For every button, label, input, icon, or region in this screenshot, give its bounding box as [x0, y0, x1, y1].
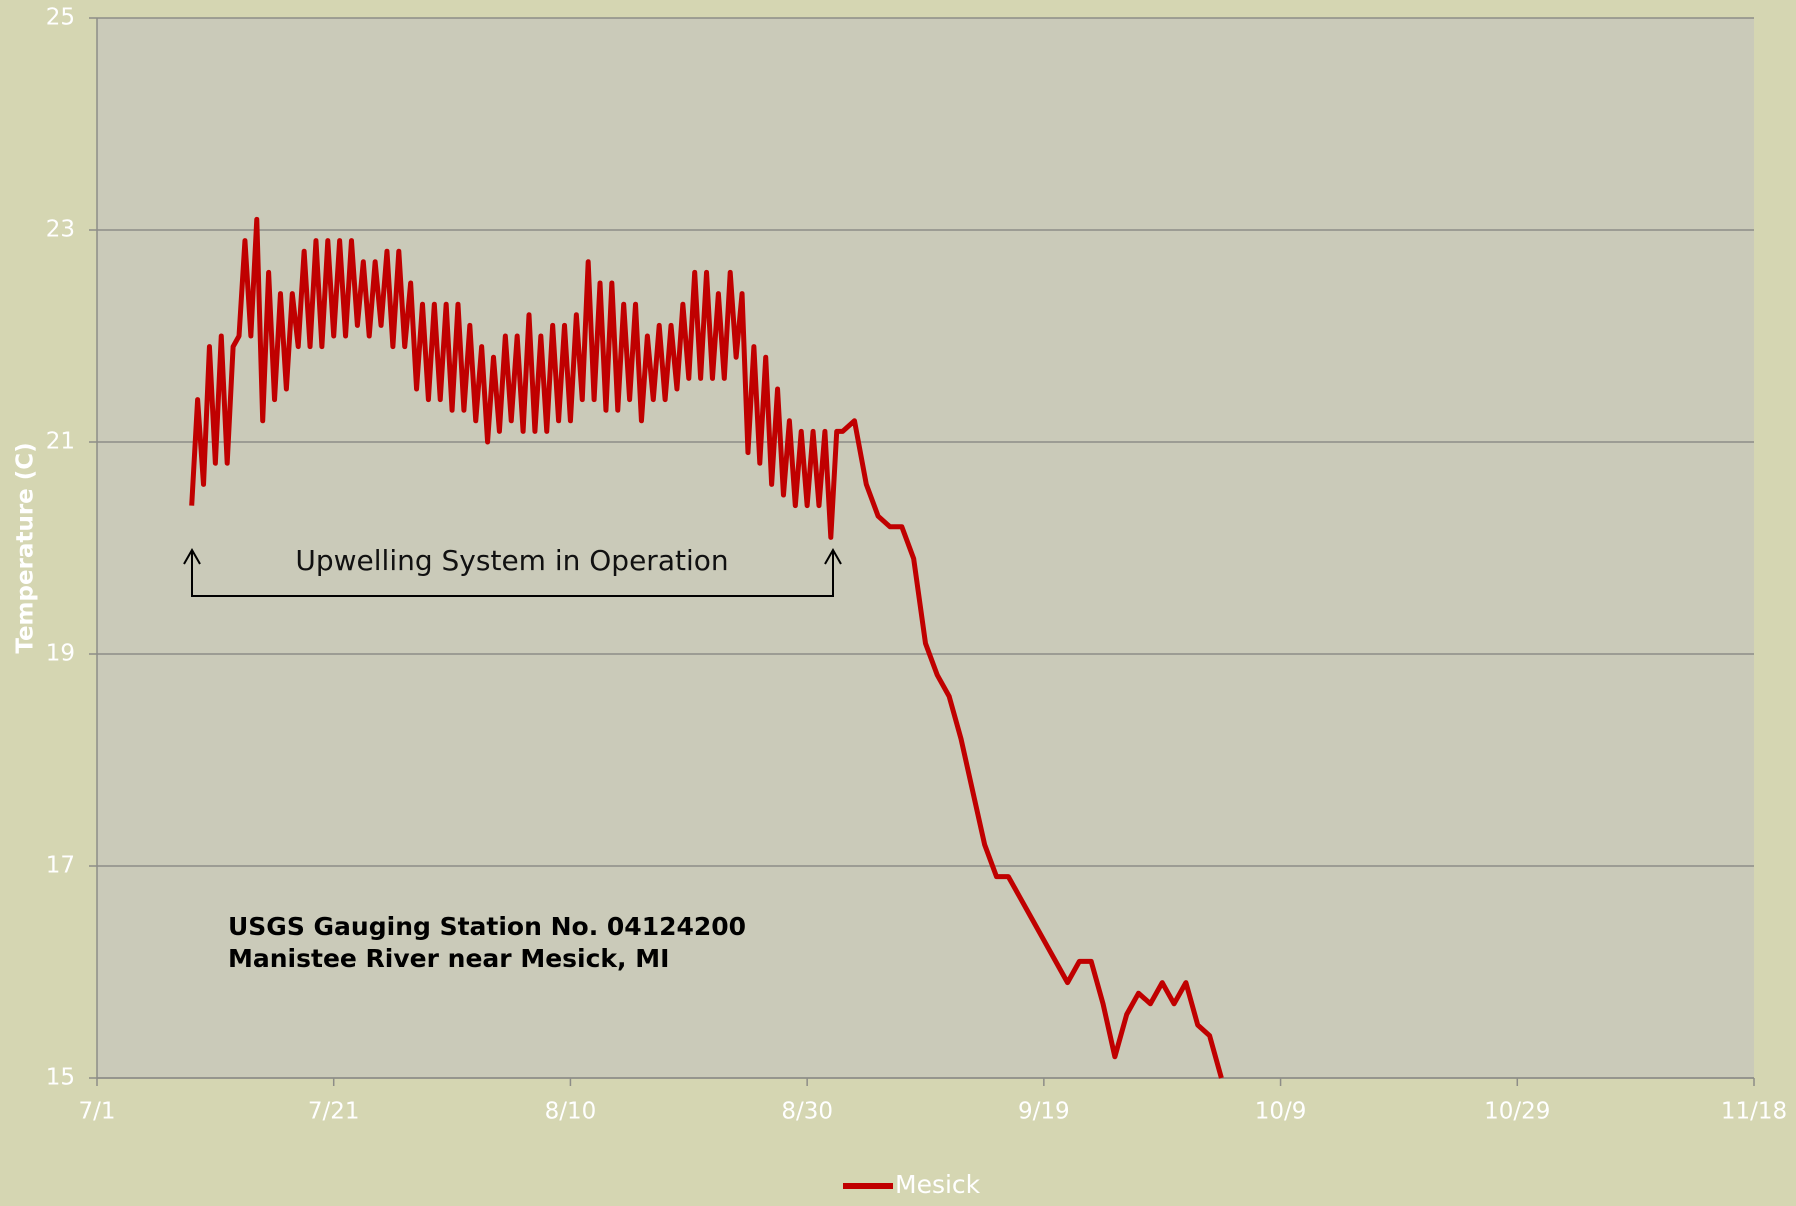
x-tick-label: 9/19	[1018, 1099, 1070, 1125]
x-tick-label: 7/1	[78, 1099, 115, 1125]
y-tick-label: 23	[46, 217, 75, 243]
data-line	[189, 216, 1224, 1079]
y-tick-label: 15	[46, 1065, 75, 1091]
annotation-text: Upwelling System in Operation	[295, 544, 728, 577]
y-tick-label: 17	[46, 853, 75, 879]
y-axis-label: Temperature (C)	[13, 442, 39, 653]
x-tick-label: 7/21	[308, 1099, 360, 1125]
y-tick-label: 21	[46, 429, 75, 455]
legend-label: Mesick	[895, 1170, 981, 1199]
annotation-text: Manistee River near Mesick, MI	[228, 944, 669, 973]
x-tick-label: 11/18	[1721, 1099, 1787, 1125]
x-tick-label: 10/29	[1484, 1099, 1550, 1125]
x-tick-label: 10/9	[1255, 1099, 1307, 1125]
x-tick-label: 8/30	[781, 1099, 833, 1125]
plot-area	[97, 18, 1754, 1078]
y-tick-label: 25	[46, 5, 75, 31]
grid: 15 17 19 21 23 25 7/1 7/21 8/10 8/30 9/19 10/9 10/29…	[46, 5, 1787, 1125]
annotation-bracket	[183, 547, 842, 597]
y-tick-label: 19	[46, 641, 75, 667]
x-tick-label: 8/10	[545, 1099, 597, 1125]
annotation-text: USGS Gauging Station No. 04124200	[228, 912, 746, 941]
series-layer	[189, 216, 1224, 1079]
